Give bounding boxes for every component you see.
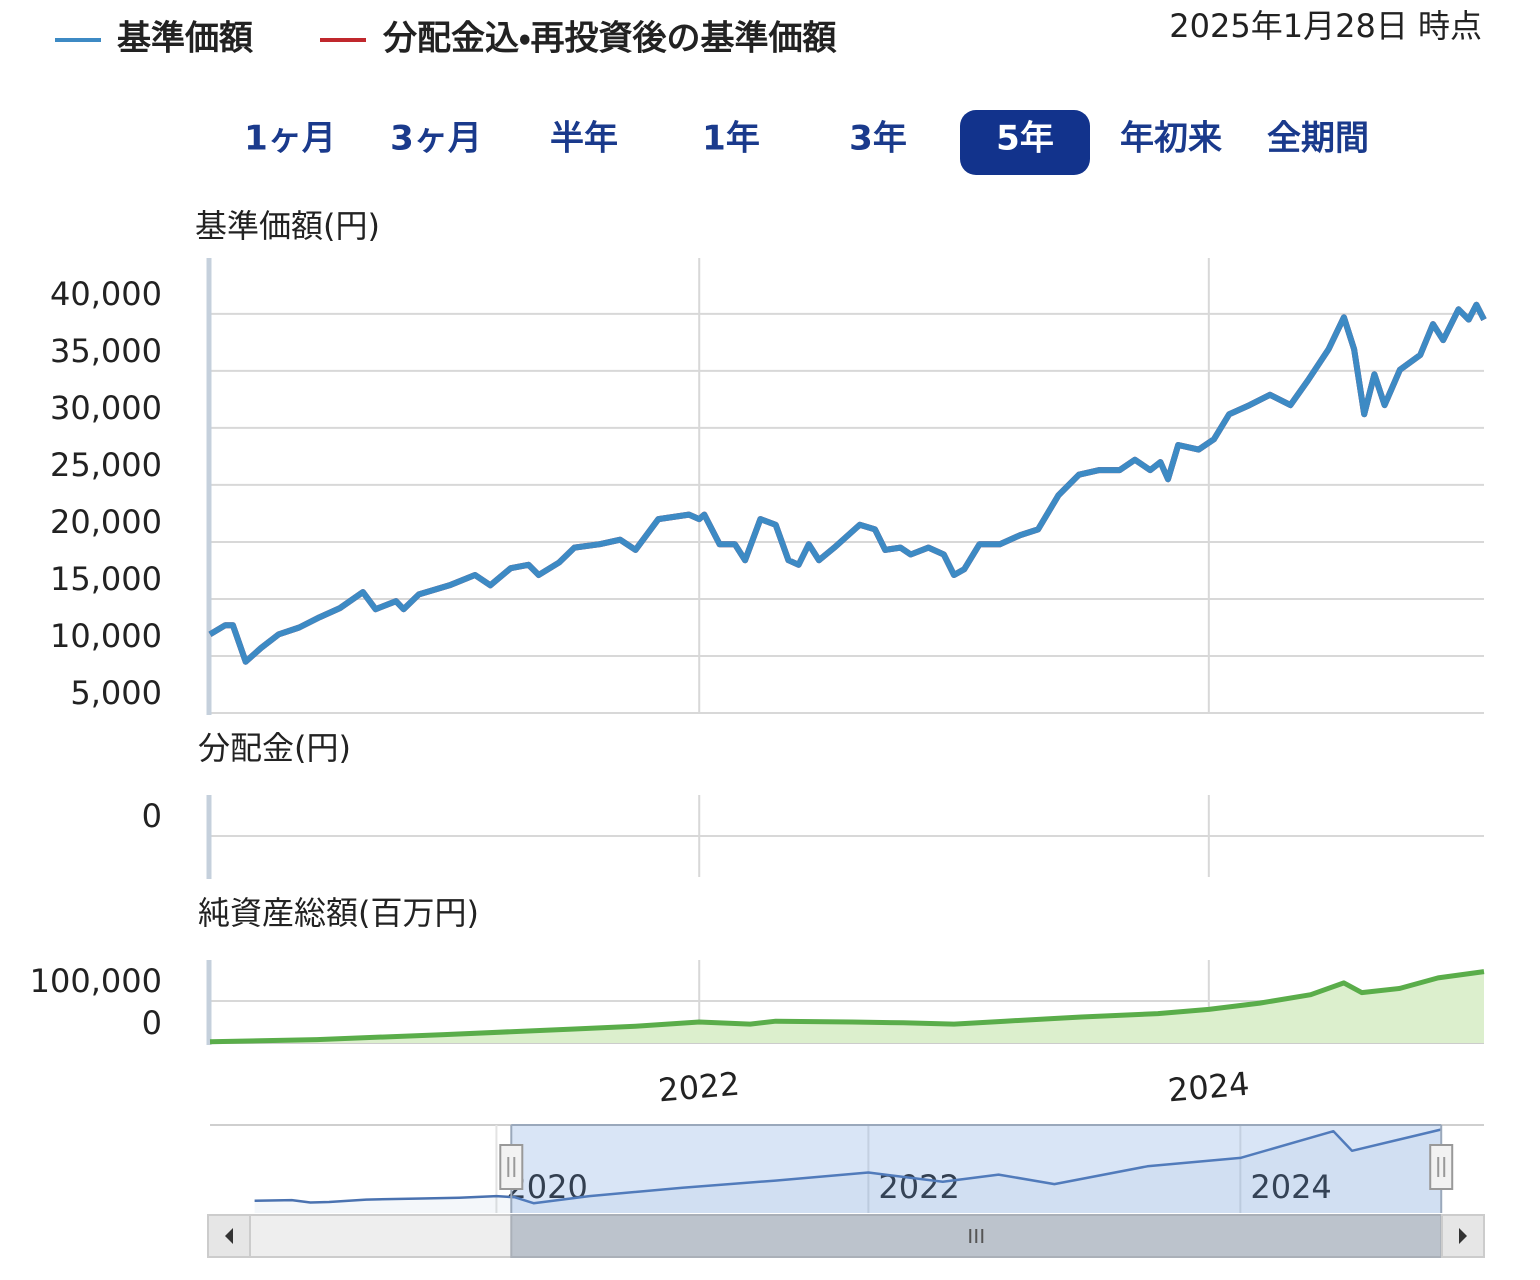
navigator-handle[interactable] bbox=[1429, 1144, 1454, 1190]
range-button[interactable]: 5年 bbox=[960, 110, 1090, 175]
navigator-area bbox=[254, 1129, 1442, 1213]
y-tick-label: 0 bbox=[142, 797, 162, 835]
y-tick-label: 40,000 bbox=[50, 275, 162, 313]
scrollbar-thumb[interactable] bbox=[510, 1214, 1443, 1258]
range-button[interactable]: 3ヶ月 bbox=[390, 119, 482, 159]
navigator-line bbox=[254, 1128, 1442, 1205]
range-button-label[interactable]: 1年 bbox=[702, 119, 760, 159]
range-button-label[interactable]: 3年 bbox=[849, 119, 907, 159]
scroll-left-button[interactable] bbox=[207, 1214, 251, 1258]
y-tick-label: 15,000 bbox=[50, 560, 162, 598]
y-tick-label: 25,000 bbox=[50, 446, 162, 484]
range-button-label[interactable]: 1ヶ月 bbox=[244, 119, 336, 159]
y-tick-label: 30,000 bbox=[50, 389, 162, 427]
legend-label: 分配金込・再投資後の基準価額 bbox=[382, 19, 838, 59]
as-of-date: 2025年1月28日 時点 bbox=[1169, 7, 1482, 45]
area-fill bbox=[210, 971, 1484, 1043]
range-button[interactable]: 1ヶ月 bbox=[244, 119, 336, 159]
range-button-label[interactable]: 5年 bbox=[996, 119, 1054, 159]
range-button[interactable]: 全期間 bbox=[1267, 119, 1369, 159]
scroll-left-arrow bbox=[225, 1228, 233, 1244]
y-tick-label: 35,000 bbox=[50, 332, 162, 370]
range-button-label[interactable]: 年初来 bbox=[1120, 119, 1222, 159]
navigator-mask bbox=[511, 1125, 1442, 1213]
y-tick-label: 20,000 bbox=[50, 503, 162, 541]
range-button[interactable]: 3年 bbox=[849, 119, 907, 159]
range-button-label[interactable]: 3ヶ月 bbox=[390, 119, 482, 159]
y-tick-label: 10,000 bbox=[50, 617, 162, 655]
chart-title: 基準価額(円) bbox=[195, 207, 380, 245]
range-button[interactable]: 年初来 bbox=[1120, 119, 1222, 159]
chart-title: 純資産総額(百万円) bbox=[198, 894, 479, 932]
area-line bbox=[209, 969, 1485, 1045]
range-button-label[interactable]: 半年 bbox=[550, 119, 618, 159]
navigator-handle[interactable] bbox=[499, 1144, 524, 1190]
range-button[interactable]: 半年 bbox=[550, 119, 618, 159]
range-button-bg[interactable] bbox=[960, 110, 1090, 175]
range-button[interactable]: 1年 bbox=[702, 119, 760, 159]
navigator-tick-label: 2024 bbox=[1250, 1168, 1331, 1206]
chart-title: 分配金(円) bbox=[198, 729, 351, 767]
price-line bbox=[208, 301, 1487, 665]
scroll-right-arrow bbox=[1459, 1228, 1467, 1244]
y-tick-label: 0 bbox=[142, 1004, 162, 1042]
legend-label: 基準価額 bbox=[117, 19, 254, 59]
x-tick-label: 2024 bbox=[1166, 1065, 1250, 1110]
range-button-label[interactable]: 全期間 bbox=[1267, 119, 1369, 159]
x-tick-label: 2022 bbox=[657, 1065, 741, 1110]
y-tick-label: 100,000 bbox=[30, 962, 162, 1000]
y-tick-label: 5,000 bbox=[70, 674, 162, 712]
